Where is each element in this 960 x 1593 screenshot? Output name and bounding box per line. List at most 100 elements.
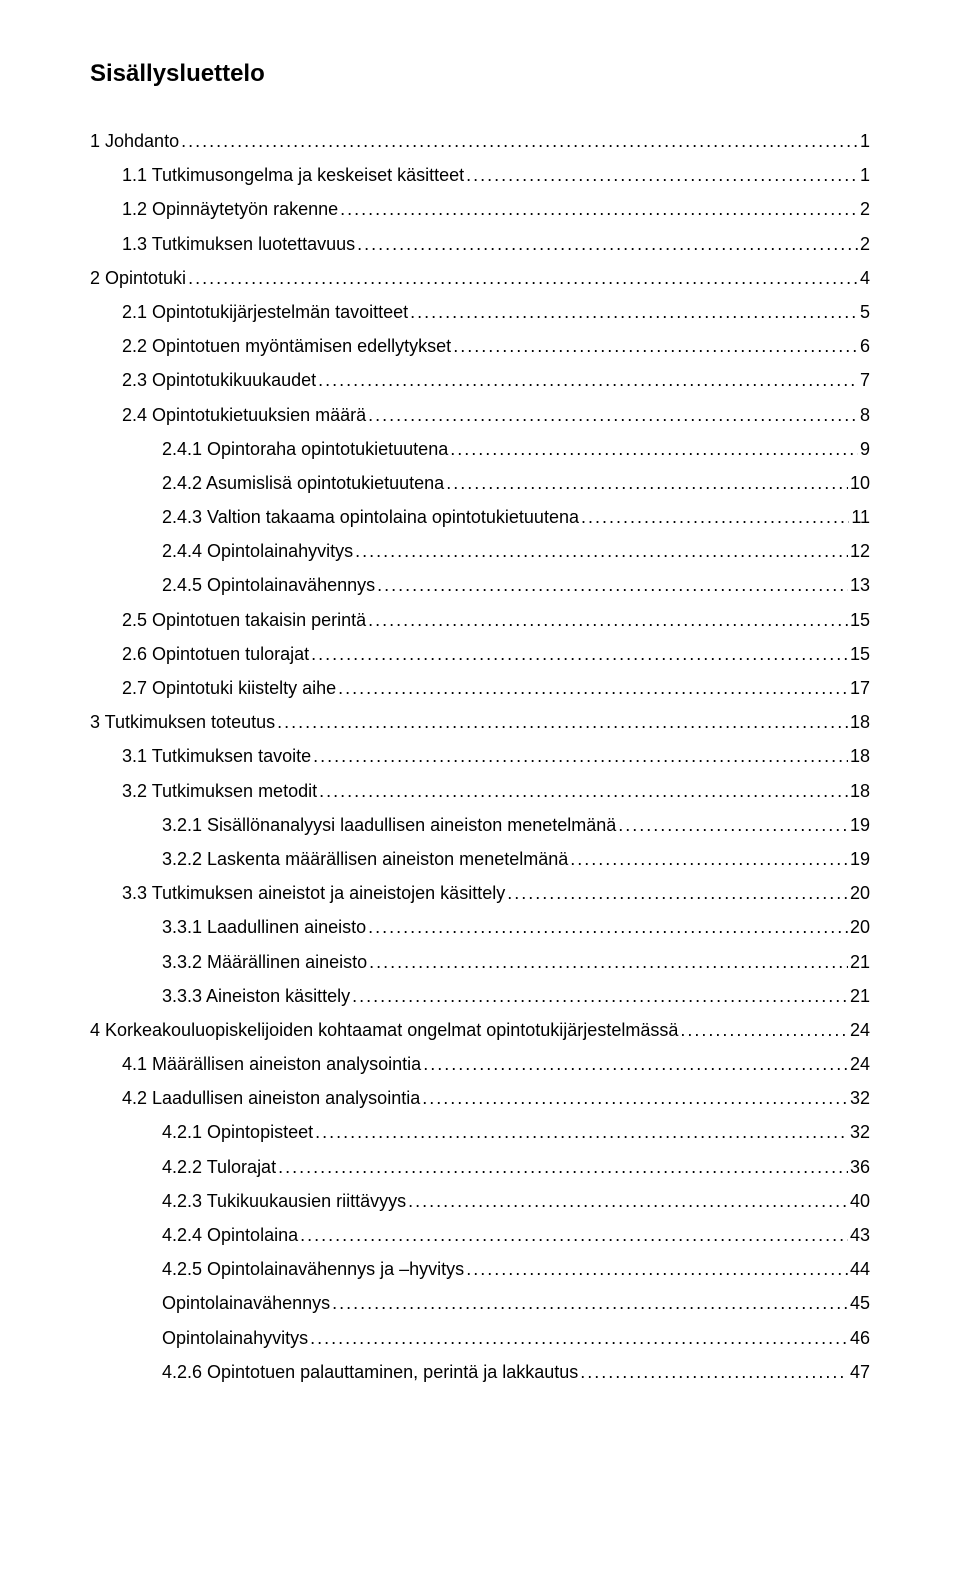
toc-leader-dots bbox=[377, 568, 848, 602]
toc-entry-label: 2.4.2 Asumislisä opintotukietuutena bbox=[162, 466, 444, 500]
toc-leader-dots bbox=[332, 1286, 848, 1320]
toc-leader-dots bbox=[680, 1013, 848, 1047]
toc-entry-page: 17 bbox=[850, 671, 870, 705]
toc-entry-page: 8 bbox=[860, 398, 870, 432]
toc-entry: 3.3.3 Aineiston käsittely21 bbox=[90, 979, 870, 1013]
toc-entry-page: 15 bbox=[850, 603, 870, 637]
toc-entry: 4.2.3 Tukikuukausien riittävyys40 bbox=[90, 1184, 870, 1218]
toc-entry: 2.4.5 Opintolainavähennys 13 bbox=[90, 568, 870, 602]
toc-entry-label: 2.4.5 Opintolainavähennys bbox=[162, 568, 375, 602]
toc-leader-dots bbox=[423, 1047, 848, 1081]
toc-entry-page: 18 bbox=[850, 774, 870, 808]
toc-entry-label: 4.2.3 Tukikuukausien riittävyys bbox=[162, 1184, 406, 1218]
toc-leader-dots bbox=[408, 1184, 848, 1218]
toc-leader-dots bbox=[315, 1115, 848, 1149]
toc-entry: 2.4.2 Asumislisä opintotukietuutena 10 bbox=[90, 466, 870, 500]
toc-entry-label: 2.4 Opintotukietuuksien määrä bbox=[122, 398, 366, 432]
toc-entry: 2.4.4 Opintolainahyvitys12 bbox=[90, 534, 870, 568]
toc-entry-page: 10 bbox=[850, 466, 870, 500]
toc-entry-page: 47 bbox=[850, 1355, 870, 1389]
toc-entry-page: 4 bbox=[860, 261, 870, 295]
toc-leader-dots bbox=[507, 876, 848, 910]
toc-leader-dots bbox=[369, 945, 848, 979]
toc-entry: 3.3 Tutkimuksen aineistot ja aineistojen… bbox=[90, 876, 870, 910]
toc-entry-page: 36 bbox=[850, 1150, 870, 1184]
toc-entry: 2.7 Opintotuki kiistelty aihe17 bbox=[90, 671, 870, 705]
toc-entry-label: Opintolainavähennys bbox=[162, 1286, 330, 1320]
toc-entry-label: 4.2.6 Opintotuen palauttaminen, perintä … bbox=[162, 1355, 578, 1389]
table-of-contents: 1 Johdanto 1 1.1 Tutkimusongelma ja keskei… bbox=[90, 124, 870, 1389]
toc-leader-dots bbox=[188, 261, 858, 295]
toc-entry: 2.4.1 Opintoraha opintotukietuutena9 bbox=[90, 432, 870, 466]
toc-entry-label: 4.2.2 Tulorajat bbox=[162, 1150, 276, 1184]
toc-entry: 4.2.6 Opintotuen palauttaminen, perintä … bbox=[90, 1355, 870, 1389]
toc-entry: 2 Opintotuki4 bbox=[90, 261, 870, 295]
toc-entry-page: 15 bbox=[850, 637, 870, 671]
toc-entry: 4.2.4 Opintolaina 43 bbox=[90, 1218, 870, 1252]
toc-leader-dots bbox=[355, 534, 848, 568]
toc-entry-label: 2.2 Opintotuen myöntämisen edellytykset bbox=[122, 329, 451, 363]
toc-entry-label: 3.2 Tutkimuksen metodit bbox=[122, 774, 317, 808]
toc-entry: 4.2.5 Opintolainavähennys ja –hyvitys44 bbox=[90, 1252, 870, 1286]
toc-entry-label: 2.1 Opintotukijärjestelmän tavoitteet bbox=[122, 295, 408, 329]
toc-entry: 4.2 Laadullisen aineiston analysointia32 bbox=[90, 1081, 870, 1115]
toc-entry-label: 1.1 Tutkimusongelma ja keskeiset käsitte… bbox=[122, 158, 464, 192]
toc-entry: 1 Johdanto 1 bbox=[90, 124, 870, 158]
toc-leader-dots bbox=[453, 329, 858, 363]
toc-entry-page: 2 bbox=[860, 227, 870, 261]
toc-entry: 2.4.3 Valtion takaama opintolaina opinto… bbox=[90, 500, 870, 534]
toc-entry: 3.3.1 Laadullinen aineisto20 bbox=[90, 910, 870, 944]
toc-entry-page: 18 bbox=[850, 739, 870, 773]
toc-entry-label: 3 Tutkimuksen toteutus bbox=[90, 705, 275, 739]
toc-leader-dots bbox=[181, 124, 858, 158]
toc-entry: 3.2.1 Sisällönanalyysi laadullisen ainei… bbox=[90, 808, 870, 842]
toc-entry-page: 1 bbox=[860, 124, 870, 158]
toc-leader-dots bbox=[466, 158, 858, 192]
toc-entry-page: 6 bbox=[860, 329, 870, 363]
toc-leader-dots bbox=[338, 671, 848, 705]
toc-entry-label: 4.2.4 Opintolaina bbox=[162, 1218, 298, 1252]
toc-leader-dots bbox=[319, 774, 848, 808]
toc-entry: 2.4 Opintotukietuuksien määrä 8 bbox=[90, 398, 870, 432]
toc-leader-dots bbox=[278, 1150, 848, 1184]
toc-entry: Opintolainahyvitys 46 bbox=[90, 1321, 870, 1355]
toc-leader-dots bbox=[310, 1321, 848, 1355]
toc-leader-dots bbox=[313, 739, 848, 773]
toc-leader-dots bbox=[368, 910, 848, 944]
toc-entry-label: 4.2.1 Opintopisteet bbox=[162, 1115, 313, 1149]
toc-entry-page: 21 bbox=[850, 945, 870, 979]
toc-entry-page: 24 bbox=[850, 1047, 870, 1081]
toc-entry-page: 2 bbox=[860, 192, 870, 226]
toc-entry-page: 7 bbox=[860, 363, 870, 397]
toc-leader-dots bbox=[368, 603, 848, 637]
toc-leader-dots bbox=[450, 432, 858, 466]
toc-entry-label: 1.3 Tutkimuksen luotettavuus bbox=[122, 227, 355, 261]
toc-entry-page: 32 bbox=[850, 1115, 870, 1149]
toc-entry-page: 20 bbox=[850, 876, 870, 910]
toc-entry-page: 13 bbox=[850, 568, 870, 602]
toc-entry: Opintolainavähennys 45 bbox=[90, 1286, 870, 1320]
toc-entry-label: 3.2.2 Laskenta määrällisen aineiston men… bbox=[162, 842, 568, 876]
toc-entry: 3 Tutkimuksen toteutus18 bbox=[90, 705, 870, 739]
toc-entry: 2.2 Opintotuen myöntämisen edellytykset 6 bbox=[90, 329, 870, 363]
toc-entry: 3.3.2 Määrällinen aineisto21 bbox=[90, 945, 870, 979]
toc-entry-label: 2.4.3 Valtion takaama opintolaina opinto… bbox=[162, 500, 579, 534]
toc-entry-label: Opintolainahyvitys bbox=[162, 1321, 308, 1355]
toc-entry-label: 4.2 Laadullisen aineiston analysointia bbox=[122, 1081, 420, 1115]
toc-entry-page: 19 bbox=[850, 808, 870, 842]
toc-entry: 4.1 Määrällisen aineiston analysointia24 bbox=[90, 1047, 870, 1081]
toc-entry-page: 43 bbox=[850, 1218, 870, 1252]
toc-leader-dots bbox=[466, 1252, 848, 1286]
toc-entry-label: 1 Johdanto bbox=[90, 124, 179, 158]
toc-leader-dots bbox=[368, 398, 858, 432]
toc-leader-dots bbox=[446, 466, 848, 500]
toc-leader-dots bbox=[570, 842, 848, 876]
toc-leader-dots bbox=[581, 500, 849, 534]
toc-leader-dots bbox=[318, 363, 858, 397]
toc-entry: 1.2 Opinnäytetyön rakenne2 bbox=[90, 192, 870, 226]
toc-entry-label: 4 Korkeakouluopiskelijoiden kohtaamat on… bbox=[90, 1013, 678, 1047]
toc-entry-page: 46 bbox=[850, 1321, 870, 1355]
toc-entry-page: 1 bbox=[860, 158, 870, 192]
toc-entry-page: 45 bbox=[850, 1286, 870, 1320]
toc-entry-label: 2.4.4 Opintolainahyvitys bbox=[162, 534, 353, 568]
